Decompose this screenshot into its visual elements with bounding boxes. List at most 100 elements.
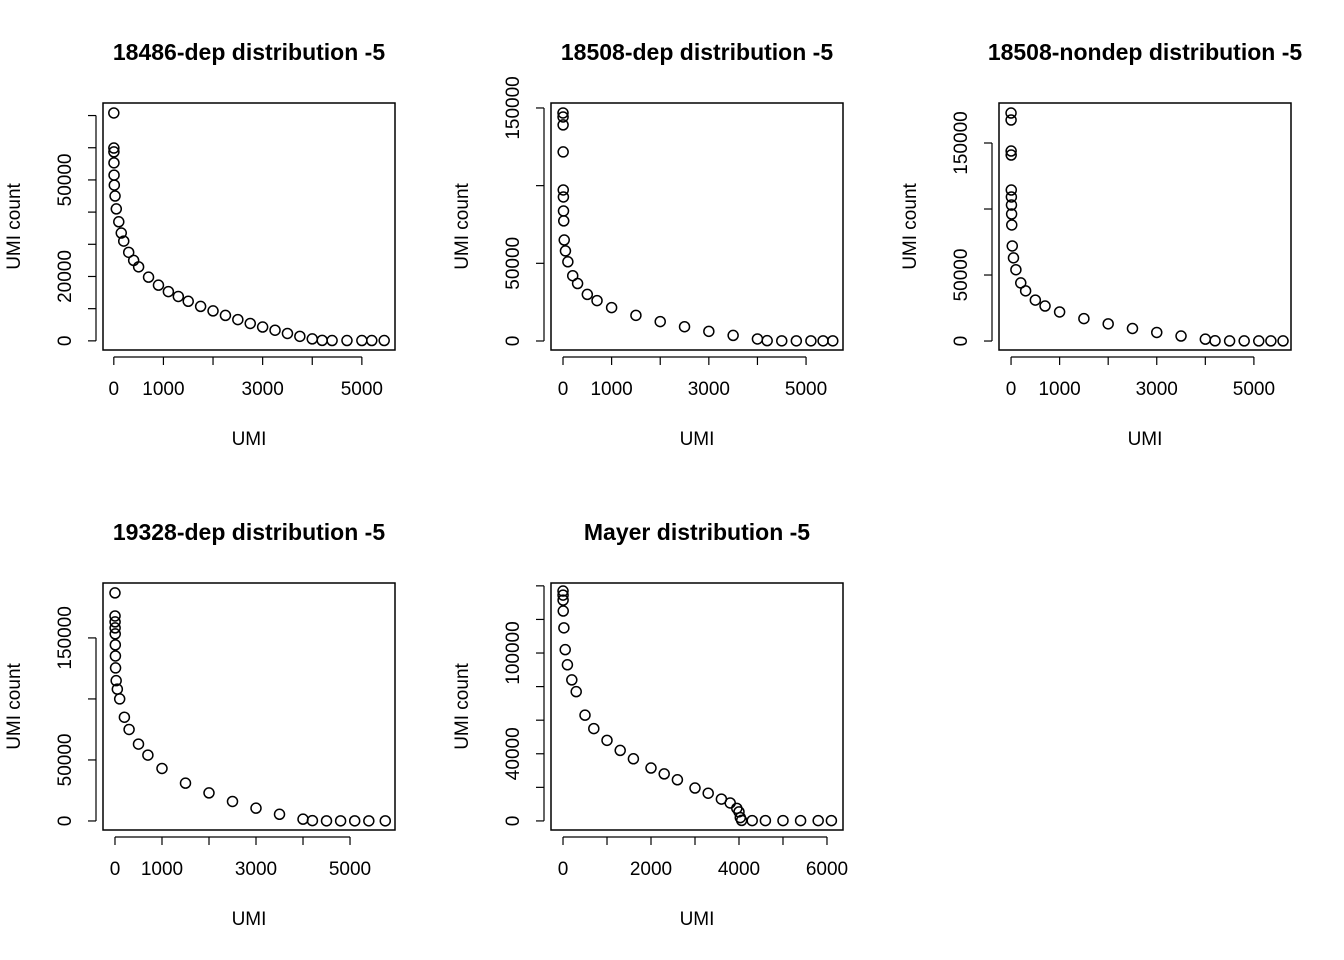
point bbox=[152, 279, 165, 291]
chart-title: Mayer distribution -5 bbox=[584, 519, 810, 545]
point bbox=[108, 146, 120, 158]
point bbox=[746, 814, 758, 827]
point bbox=[1265, 335, 1277, 347]
chart-title: 19328-dep distribution -5 bbox=[113, 519, 385, 545]
point bbox=[1005, 199, 1018, 211]
point bbox=[109, 616, 121, 628]
point bbox=[273, 808, 286, 821]
panel: 18486-dep distribution -50 1000 3000 500002… bbox=[4, 39, 396, 450]
point bbox=[558, 234, 570, 246]
point bbox=[115, 227, 128, 239]
point bbox=[203, 787, 215, 799]
point bbox=[581, 288, 594, 301]
point bbox=[1005, 107, 1017, 119]
x-tick-label: 5000 bbox=[785, 379, 827, 400]
x-tick-label: 1000 bbox=[141, 859, 183, 880]
point bbox=[790, 335, 803, 347]
point bbox=[761, 334, 773, 347]
point bbox=[1005, 114, 1017, 126]
point bbox=[109, 587, 121, 599]
x-tick-label: 3000 bbox=[235, 859, 277, 880]
point bbox=[561, 659, 574, 671]
point bbox=[179, 777, 192, 789]
point bbox=[334, 815, 347, 827]
point bbox=[113, 216, 125, 228]
y-tick-label: 0 bbox=[951, 336, 972, 347]
point bbox=[557, 184, 569, 196]
point bbox=[1252, 335, 1265, 347]
x-tick-label: 0 bbox=[110, 859, 121, 880]
point bbox=[219, 309, 232, 322]
point bbox=[1277, 335, 1289, 347]
y-tick-label: 0 bbox=[55, 816, 76, 827]
y-axis-label: UMI count bbox=[4, 662, 25, 749]
point bbox=[591, 294, 603, 307]
point bbox=[379, 815, 392, 827]
point bbox=[113, 693, 126, 705]
point bbox=[341, 334, 353, 347]
point bbox=[363, 815, 375, 827]
x-tick-label: 0 bbox=[109, 379, 120, 400]
point bbox=[232, 313, 244, 326]
point bbox=[817, 335, 829, 347]
point bbox=[557, 594, 569, 606]
x-axis-label: UMI bbox=[1128, 429, 1163, 450]
point bbox=[727, 329, 739, 342]
point bbox=[1039, 300, 1051, 312]
point bbox=[645, 762, 657, 774]
point bbox=[297, 813, 309, 825]
point bbox=[1010, 263, 1022, 276]
point bbox=[108, 179, 121, 191]
point bbox=[588, 722, 600, 735]
point bbox=[256, 321, 269, 333]
point bbox=[1238, 335, 1250, 347]
point bbox=[250, 802, 262, 814]
x-tick-label: 0 bbox=[558, 379, 569, 400]
point bbox=[759, 814, 772, 827]
point bbox=[142, 271, 155, 283]
chart-title: 18486-dep distribution -5 bbox=[113, 39, 385, 65]
x-axis-label: UMI bbox=[232, 429, 267, 450]
point bbox=[306, 333, 319, 345]
point bbox=[109, 190, 121, 202]
point bbox=[1006, 219, 1018, 231]
y-tick-label: 50000 bbox=[55, 734, 76, 787]
point bbox=[142, 749, 154, 761]
point bbox=[1029, 294, 1042, 306]
point bbox=[1005, 145, 1017, 157]
point bbox=[1006, 240, 1019, 252]
point bbox=[557, 107, 569, 119]
point bbox=[1223, 335, 1236, 347]
y-tick-label: 50000 bbox=[951, 249, 972, 302]
point bbox=[316, 334, 328, 347]
point bbox=[630, 309, 642, 322]
point bbox=[805, 335, 817, 347]
point bbox=[132, 738, 145, 750]
point bbox=[627, 753, 640, 765]
point bbox=[1007, 252, 1020, 264]
y-tick-label: 0 bbox=[503, 336, 524, 347]
point bbox=[269, 324, 281, 336]
point bbox=[562, 256, 574, 268]
y-tick-label: 150000 bbox=[951, 111, 972, 174]
point bbox=[281, 327, 294, 340]
point bbox=[207, 305, 219, 317]
x-tick-label: 1000 bbox=[590, 379, 632, 400]
panel: 19328-dep distribution -50 1000 3000 500005… bbox=[4, 519, 396, 930]
point bbox=[244, 317, 256, 330]
point bbox=[689, 782, 701, 794]
point bbox=[378, 334, 390, 347]
point bbox=[1005, 149, 1017, 161]
plot-box bbox=[102, 102, 396, 351]
y-axis-label: UMI count bbox=[4, 182, 25, 269]
y-axis-label: UMI count bbox=[452, 182, 473, 269]
y-tick-label: 50000 bbox=[55, 154, 76, 207]
point bbox=[558, 622, 570, 634]
plot-box bbox=[998, 102, 1292, 351]
x-tick-label: 5000 bbox=[1233, 379, 1275, 400]
point bbox=[110, 674, 122, 687]
point bbox=[118, 711, 131, 723]
point bbox=[109, 628, 121, 640]
y-tick-label: 100000 bbox=[503, 621, 524, 684]
